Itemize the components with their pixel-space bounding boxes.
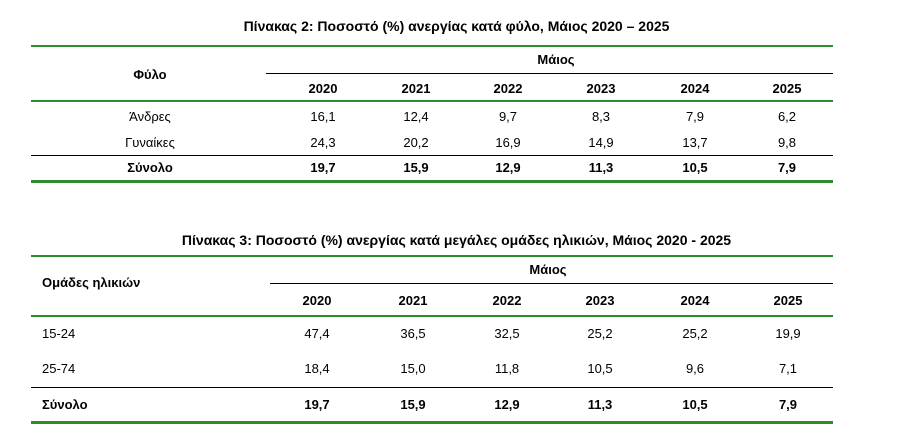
table3-total-cell: 12,9 (494, 397, 520, 412)
table3-header-rule (31, 315, 833, 317)
table3-row-label: 15-24 (42, 326, 76, 341)
table2-year-header: 2022 (493, 81, 523, 96)
table2-total-cell: 19,7 (310, 160, 336, 175)
table2-year-header: 2020 (308, 81, 338, 96)
table3-year-header: 2025 (773, 293, 803, 308)
table2-total-label: Σύνολο (127, 160, 173, 175)
table2-cell: 6,2 (777, 109, 797, 124)
table3-year-header: 2023 (585, 293, 615, 308)
table3-cell: 11,8 (494, 361, 520, 376)
table2-row-header: Φύλο (133, 67, 167, 82)
table2-cell: 16,1 (310, 109, 336, 124)
table2-cell: 14,9 (588, 135, 614, 150)
table2-total-cell: 12,9 (495, 160, 521, 175)
table2-cell: 7,9 (685, 109, 705, 124)
table3-total-rule (31, 387, 833, 388)
table2-total-rule (31, 155, 833, 156)
table2-year-header: 2023 (586, 81, 616, 96)
table2-cell: 12,4 (403, 109, 429, 124)
table3-top-rule (31, 255, 833, 257)
table2-year-header: 2021 (401, 81, 431, 96)
table2-year-header: 2025 (772, 81, 802, 96)
table3-cell: 36,5 (400, 326, 426, 341)
table3-year-header: 2021 (398, 293, 428, 308)
table3-cell: 7,1 (778, 361, 798, 376)
table2-cell: 8,3 (591, 109, 611, 124)
table2-cell: 16,9 (495, 135, 521, 150)
table3-cell: 9,6 (685, 361, 705, 376)
table3-total-cell: 10,5 (682, 397, 708, 412)
table3-year-header: 2020 (302, 293, 332, 308)
table3-cell: 10,5 (587, 361, 613, 376)
table3-total-cell: 15,9 (400, 397, 426, 412)
table3-year-header: 2024 (680, 293, 710, 308)
table2-total-cell: 7,9 (777, 160, 797, 175)
table2-cell: 9,8 (777, 135, 797, 150)
table3-total-cell: 11,3 (587, 397, 613, 412)
table3-group-rule (270, 283, 833, 284)
table3-year-header: 2022 (492, 293, 522, 308)
table3-group-header: Μάιος (529, 262, 567, 277)
table2-group-header: Μάιος (537, 52, 575, 67)
table2-total-cell: 11,3 (588, 160, 614, 175)
table2-group-rule (266, 73, 833, 74)
table2-cell: 9,7 (498, 109, 518, 124)
table3-row-label: 25-74 (42, 361, 76, 376)
table3-cell: 32,5 (494, 326, 520, 341)
table2-title: Πίνακας 2: Ποσοστό (%) ανεργίας κατά φύλ… (243, 18, 670, 34)
table3-cell: 18,4 (304, 361, 330, 376)
table3-total-cell: 7,9 (778, 397, 798, 412)
table3-row-header: Ομάδες ηλικιών (42, 275, 141, 290)
table3-cell: 25,2 (587, 326, 613, 341)
table3-cell: 19,9 (775, 326, 801, 341)
table3-bottom-rule (31, 421, 833, 424)
table3-cell: 25,2 (682, 326, 708, 341)
table2-row-label: Άνδρες (129, 109, 171, 124)
table2-bottom-rule (31, 180, 833, 183)
table2-top-rule (31, 45, 833, 47)
table3-cell: 47,4 (304, 326, 330, 341)
table3-cell: 15,0 (400, 361, 426, 376)
table2-row-label: Γυναίκες (125, 135, 175, 150)
table2-total-cell: 15,9 (403, 160, 429, 175)
table2-total-cell: 10,5 (682, 160, 708, 175)
table3-total-cell: 19,7 (304, 397, 330, 412)
table2-header-rule (31, 100, 833, 102)
table2-cell: 24,3 (310, 135, 336, 150)
table2-cell: 13,7 (682, 135, 708, 150)
table2-cell: 20,2 (403, 135, 429, 150)
table3-total-label: Σύνολο (42, 397, 88, 412)
table3-title: Πίνακας 3: Ποσοστό (%) ανεργίας κατά μεγ… (181, 232, 732, 248)
table2-year-header: 2024 (680, 81, 710, 96)
